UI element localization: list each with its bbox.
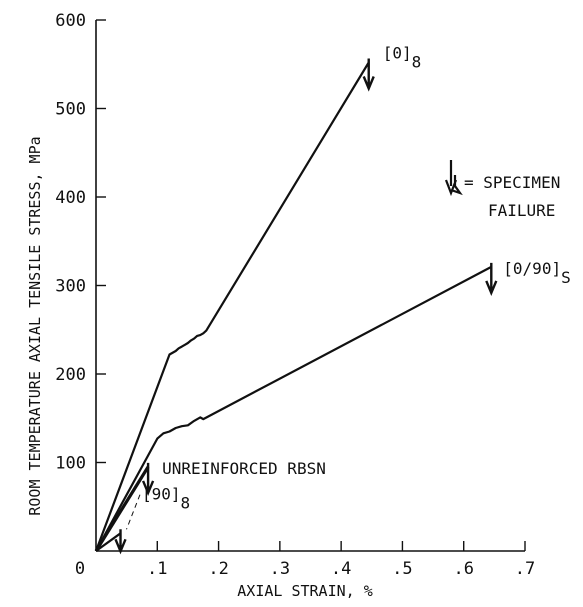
x-axis-title: AXIAL STRAIN, %: [237, 582, 372, 600]
x-tick-label: .5: [392, 559, 412, 579]
failure-marker: [141, 462, 155, 497]
x-tick-label: .1: [147, 559, 167, 579]
x-tick-label: 0: [75, 559, 85, 579]
x-tick-label: .2: [208, 559, 228, 579]
failure-legend-line2: FAILURE: [488, 201, 555, 220]
series-line: [94, 466, 150, 552]
annotations-group: [0]8 [0/90]S UNREINFORCED RBSN [90]8: [114, 43, 571, 555]
series-label: [0]8: [383, 43, 422, 71]
series-label-subscript: 8: [412, 52, 422, 71]
series-line: [95, 532, 122, 552]
y-tick-label: 300: [55, 277, 86, 297]
series-line: [95, 265, 492, 552]
failure-marker: [114, 529, 127, 555]
x-tick-label: .4: [331, 559, 351, 579]
series-label: UNREINFORCED RBSN: [162, 459, 326, 478]
x-tick-label: .3: [270, 559, 290, 579]
failure-legend-line1: = SPECIMEN: [464, 173, 560, 192]
y-tick-label: 200: [55, 365, 86, 385]
series-label: [90]8: [142, 485, 190, 513]
failure-legend-icon: [444, 160, 463, 197]
failure-marker: [485, 262, 498, 297]
y-tick-label: 400: [55, 188, 86, 208]
leader-line: [126, 494, 141, 530]
series-label-subscript: S: [561, 268, 571, 287]
y-axis-title: ROOM TEMPERATURE AXIAL TENSILE STRESS, M…: [26, 136, 44, 515]
y-tick-label: 100: [55, 454, 86, 474]
axis-ticks: 0 .1 .2 .3 .4 .5 .6 .7 100 200 300 400 500 600: [55, 11, 535, 579]
x-tick-label: .6: [453, 559, 473, 579]
series-label: [0/90]S: [503, 259, 570, 287]
y-tick-label: 500: [55, 100, 86, 120]
y-tick-label: 600: [55, 11, 86, 31]
failure-marker: [362, 58, 375, 92]
series-label-subscript: 8: [180, 494, 190, 513]
failure-legend: = SPECIMEN FAILURE: [444, 160, 560, 220]
series-group: [94, 61, 492, 552]
series-line: [94, 61, 370, 552]
x-tick-label: .7: [515, 559, 535, 579]
